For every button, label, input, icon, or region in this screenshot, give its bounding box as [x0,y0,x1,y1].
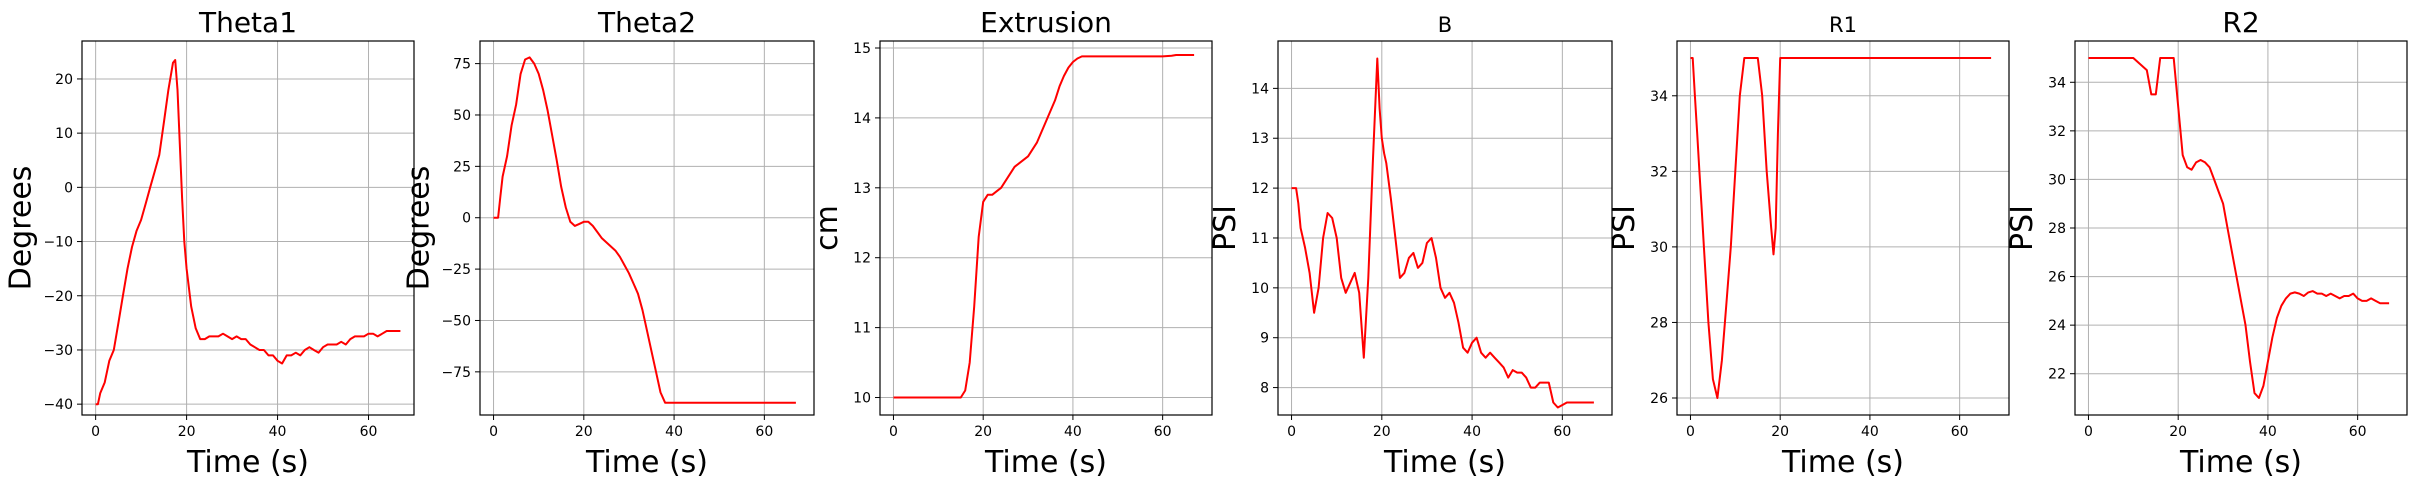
y-tick-label: −10 [43,235,73,251]
x-tick-label: 0 [489,424,498,440]
x-tick-label: 60 [2349,424,2367,440]
chart-title: Theta2 [597,6,696,39]
y-tick-label: 34 [1650,89,1668,105]
y-axis-label: cm [810,205,845,251]
y-tick-label: 30 [1650,240,1668,256]
y-tick-label: 25 [453,159,471,175]
subplot-6: 0 20 40 60 22 24 26 28 30 32 34 R2 Time (s) PSI [2005,6,2408,480]
y-tick-label: −75 [441,365,471,381]
plot-frame [81,40,415,416]
x-axis-label: Time (s) [1781,445,1904,480]
x-tick-label: 20 [2169,424,2187,440]
y-tick-label: 30 [2048,172,2066,188]
y-tick-label: 10 [853,391,871,407]
x-axis-label: Time (s) [585,445,708,480]
chart-title: Theta1 [198,6,297,39]
x-tick-label: 0 [1686,424,1695,440]
series-line [95,59,401,406]
series-line [2088,57,2390,399]
series-line [1291,57,1594,409]
y-tick-label: 14 [1251,81,1269,97]
y-tick-label: −40 [43,397,73,413]
x-tick-label: 60 [1553,424,1571,440]
y-tick-label: 26 [2048,270,2066,286]
x-tick-label: 40 [269,424,287,440]
y-tick-label: 15 [853,41,871,57]
y-tick-label: 10 [55,126,73,142]
y-tick-label: 0 [64,180,73,196]
subplot-4: 0 20 40 60 8 9 10 11 12 13 14 B Time (s) PSI [1208,13,1613,480]
series-line [893,54,1195,399]
y-tick-label: 24 [2048,318,2066,334]
y-axis-label: PSI [1607,205,1642,251]
plot-frame [479,40,815,416]
x-tick-label: 60 [1951,424,1969,440]
y-tick-label: 10 [1251,281,1269,297]
y-tick-label: 32 [2048,124,2066,140]
y-tick-label: 8 [1260,381,1269,397]
plot-frame [879,40,1213,416]
y-tick-label: 11 [1251,231,1269,247]
chart-title: B [1438,13,1452,37]
series-line [1690,57,1992,399]
x-tick-label: 20 [1771,424,1789,440]
x-tick-label: 0 [2084,424,2093,440]
y-tick-label: 12 [853,251,871,267]
y-tick-label: −20 [43,289,73,305]
y-tick-label: 50 [453,108,471,124]
y-axis-label: PSI [1208,205,1243,251]
y-tick-label: 28 [1650,315,1668,331]
plot-frame [1676,40,2010,416]
x-tick-label: 0 [889,424,898,440]
x-tick-label: 0 [91,424,100,440]
subplot-3: 0 20 40 60 10 11 12 13 14 15 Extrusion Time (s) cm [810,6,1213,480]
x-tick-label: 40 [1463,424,1481,440]
chart-title: Extrusion [980,6,1112,39]
x-tick-label: 20 [1373,424,1391,440]
x-tick-label: 60 [755,424,773,440]
x-axis-label: Time (s) [2179,445,2302,480]
y-tick-label: 32 [1650,164,1668,180]
x-tick-label: 20 [974,424,992,440]
y-tick-label: −30 [43,343,73,359]
chart-title: R2 [2222,6,2259,39]
y-tick-label: 0 [462,211,471,227]
y-tick-label: 11 [853,321,871,337]
x-axis-label: Time (s) [1383,445,1506,480]
x-axis-label: Time (s) [984,445,1107,480]
chart-title: R1 [1829,13,1857,37]
y-tick-label: 34 [2048,75,2066,91]
x-tick-label: 40 [1064,424,1082,440]
y-tick-label: 75 [453,57,471,73]
y-tick-label: 12 [1251,181,1269,197]
x-tick-label: 0 [1287,424,1296,440]
y-tick-label: 9 [1260,331,1269,347]
x-tick-label: 20 [178,424,196,440]
subplot-2: 0 20 40 60 −75 −50 −25 0 25 50 75 Theta2 Time (s) Deg… [402,6,815,480]
plot-frame [1277,40,1613,416]
y-axis-label: Degrees [4,166,39,291]
y-tick-label: 13 [853,181,871,197]
x-tick-label: 60 [360,424,378,440]
x-axis-label: Time (s) [186,445,309,480]
y-tick-label: 14 [853,111,871,127]
x-tick-label: 40 [2259,424,2277,440]
y-tick-label: 28 [2048,221,2066,237]
x-tick-label: 40 [1861,424,1879,440]
y-tick-label: 20 [55,72,73,88]
subplot-5: 0 20 40 60 26 28 30 32 34 R1 Time (s) PSI [1607,13,2010,480]
y-tick-label: −25 [441,262,471,278]
y-tick-label: 13 [1251,131,1269,147]
subplot-1: 0 20 40 60 −40 −30 −20 −10 0 10 20 Theta1 Time (s) De… [4,6,415,480]
x-tick-label: 60 [1154,424,1172,440]
y-axis-label: PSI [2005,205,2040,251]
y-axis-label: Degrees [402,166,437,291]
y-tick-label: −50 [441,313,471,329]
x-tick-label: 40 [665,424,683,440]
y-tick-label: 26 [1650,391,1668,407]
series-line [493,56,796,404]
x-tick-label: 20 [575,424,593,440]
y-tick-label: 22 [2048,367,2066,383]
